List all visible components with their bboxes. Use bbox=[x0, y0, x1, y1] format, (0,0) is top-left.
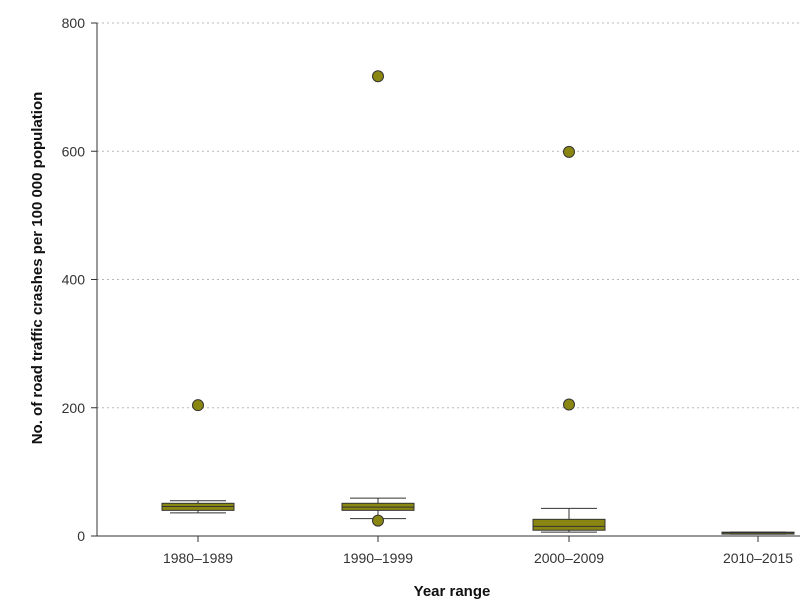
boxes bbox=[161, 70, 795, 535]
y-tick-label: 800 bbox=[62, 15, 86, 31]
outlier-point bbox=[192, 399, 204, 412]
y-tick-label: 600 bbox=[62, 143, 86, 159]
y-axis: 0 200 400 600 800 bbox=[62, 15, 98, 544]
y-tick-label: 400 bbox=[62, 272, 86, 288]
y-axis-title: No. of road traffic crashes per 100 000 … bbox=[29, 92, 46, 445]
x-axis: 1980–1989 1990–1999 2000–2009 2010–2015 bbox=[97, 535, 800, 566]
box-group bbox=[341, 70, 415, 527]
x-tick-label: 1990–1999 bbox=[343, 550, 413, 566]
box-group bbox=[721, 531, 795, 535]
x-tick-label: 1980–1989 bbox=[163, 550, 233, 566]
box-group bbox=[532, 145, 606, 533]
y-tick-label: 200 bbox=[62, 400, 86, 416]
gridlines bbox=[97, 22, 800, 409]
box bbox=[532, 518, 606, 531]
outlier-point bbox=[372, 514, 384, 527]
outlier-point bbox=[563, 145, 575, 158]
y-tick-label: 0 bbox=[77, 528, 85, 544]
box-group bbox=[161, 399, 235, 514]
outlier-point bbox=[372, 70, 384, 83]
x-axis-title: Year range bbox=[414, 583, 491, 600]
x-tick-label: 2000–2009 bbox=[534, 550, 604, 566]
x-tick-label: 2010–2015 bbox=[723, 550, 793, 566]
outlier-point bbox=[563, 398, 575, 411]
